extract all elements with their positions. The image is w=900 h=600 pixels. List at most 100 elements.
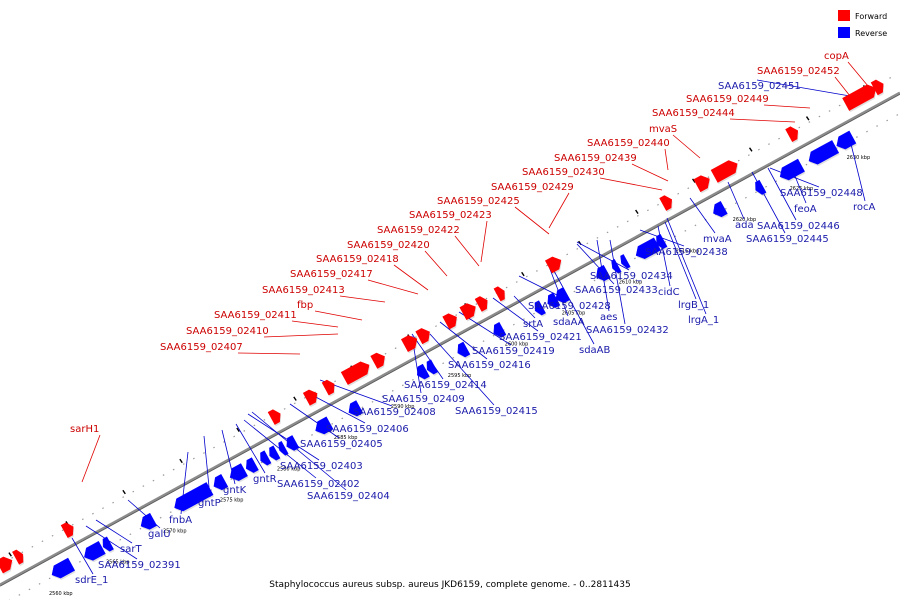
gene-label-forward: SAA6159_02407 [160,342,243,353]
leader-line-reverse [492,297,539,332]
tick-mark [122,489,126,495]
reverse-gene-arrow [611,259,623,275]
leader-line-forward [393,264,429,291]
gene-label-reverse: lrgB_1 [678,300,709,311]
gene-label-forward: SAA6159_02425 [437,196,520,207]
reverse-gene-arrow [417,363,431,381]
gene-label-reverse: SAA6159_02432 [586,325,669,336]
reverse-gene-arrow [51,557,76,580]
gene-label-reverse: fnbA [169,515,192,526]
leader-line-reverse [849,139,866,202]
reverse-gene-arrow [286,435,300,453]
forward-gene-arrow [400,335,418,354]
gene-label-forward: SAA6159_02420 [347,240,430,251]
leader-line-reverse [689,197,716,234]
gene-label-reverse: SAA6159_02402 [277,479,360,490]
leader-line-forward [291,320,339,328]
leader-line-reverse [513,295,536,319]
reverse-gene-arrow [269,445,282,462]
leader-line-reverse [767,167,797,221]
reverse-gene-arrow [836,130,857,151]
reverse-gene-arrow [140,512,158,532]
reverse-gene-arrow [102,536,115,554]
reverse-gene-arrow [656,233,669,251]
gene-label-forward: SAA6159_02440 [587,138,670,149]
gene-label-forward: SAA6159_02444 [652,108,735,119]
leader-line-forward [514,206,550,235]
leader-line-reverse [309,393,366,424]
legend: Forward Reverse [838,10,887,38]
tick-mark [805,116,810,121]
forward-gene-arrow [544,256,562,275]
leader-line-forward [672,134,701,159]
leader-line-forward [81,434,101,483]
reverse-gene-arrow [596,264,612,283]
tick-mark [293,396,297,401]
leader-line-reverse [247,413,320,461]
forward-gene-arrow [493,286,506,303]
forward-gene-arrow [302,389,319,408]
tick-mark [521,271,525,277]
reverse-gene-arrow [260,450,273,467]
forward-gene-arrow [321,379,336,397]
tick-label: 2580 kbp [277,466,301,472]
gene-label-reverse: SAA6159_02408 [353,407,436,418]
forward-gene-arrow [340,361,371,387]
gene-label-reverse: SAA6159_02416 [448,360,531,371]
reverse-gene-arrow [315,416,335,436]
legend-label: Forward [855,12,887,21]
leader-line-forward [314,310,363,321]
forward-gene-arrow [370,352,386,371]
tick-label: 2625 kbp [790,186,814,192]
forward-gene-arrow [0,556,13,575]
tick-label: 2575 kbp [220,497,244,503]
reverse-gene-arrow [635,237,662,261]
leader-line-reverse [664,221,697,300]
gene-label-reverse: SAA6159_02446 [757,221,840,232]
tick-label: 2585 kbp [334,435,358,441]
reverse-gene-arrow [755,179,768,197]
leader-line-reverse [429,333,495,406]
leader-lines [71,61,869,575]
leader-line-reverse [547,259,595,345]
leader-line-reverse [85,525,138,560]
tick-label: 2565 kbp [106,560,130,566]
gene-label-reverse: cidC [658,287,680,298]
gene-arrows [0,79,885,580]
gene-label-forward: sarH1 [70,424,99,435]
reverse-gene-arrow [713,200,729,219]
leader-line-forward [847,61,869,87]
forward-gene-arrow [415,328,431,346]
leader-line-reverse [411,333,444,380]
gene-label-reverse: srtA [523,319,543,330]
forward-gene-arrow [60,522,75,540]
gene-label-reverse: aes [600,312,618,323]
forward-gene-arrow [870,79,885,97]
forward-gene-arrow [842,84,877,113]
gene-label-forward: SAA6159_02417 [290,269,373,280]
reverse-gene-arrow [174,482,215,513]
gene-label-forward: SAA6159_02410 [186,326,269,337]
leader-line-reverse [289,403,340,439]
gene-label-reverse: gntP [198,498,221,509]
reverse-gene-arrow [84,541,107,563]
tick-mark [8,552,12,557]
leader-line-forward [631,163,669,182]
forward-gene-arrow [710,160,739,185]
forward-gene-arrow [459,303,477,322]
tick-mark [748,147,753,152]
gene-label-reverse: mvaA [703,234,732,245]
gene-label-forward: SAA6159_02423 [409,210,492,221]
tick-label: 2570 kbp [163,529,187,535]
leader-line-reverse [576,241,630,271]
backbone-shadow [0,93,900,587]
leader-line-reverse [71,537,94,575]
gene-label-forward: mvaS [649,124,677,135]
reverse-gene-arrow [555,287,571,305]
gene-label-reverse: SAA6159_02448 [780,188,863,199]
tick-label: 2615 kbp [676,248,700,254]
leader-line-forward [339,295,386,303]
gene-label-forward: SAA6159_02411 [214,310,297,321]
gene-label-reverse: SAA6159_02433 [575,285,658,296]
